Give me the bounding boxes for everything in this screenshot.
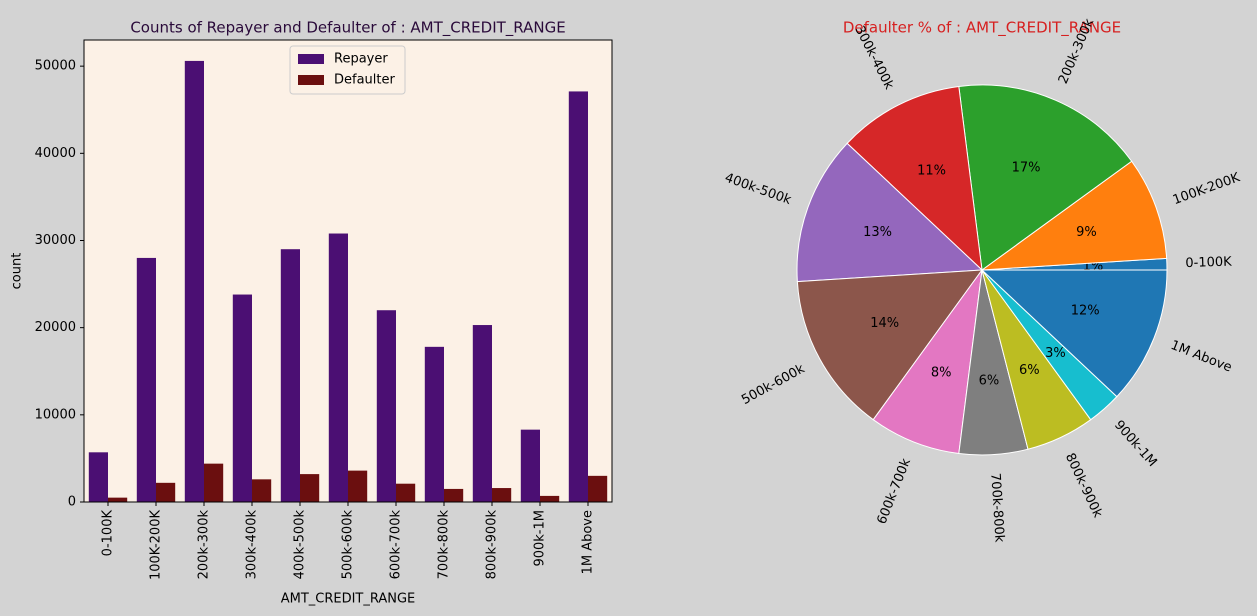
slice-label: 900k-1M [1111,418,1160,470]
x-tick-label: 700k-800k [437,510,452,580]
slice-percent: 14% [870,316,899,331]
x-tick-label: 600k-700k [389,510,404,580]
y-tick-label: 20000 [35,320,76,335]
bar [204,463,224,502]
bar [492,488,512,502]
pie-slice [796,269,984,421]
x-tick-label: 0-100K [101,510,116,557]
slice-percent: 6% [979,373,1000,388]
bar [108,497,128,502]
bar [588,475,608,502]
x-tick-label: 800k-900k [485,510,500,580]
slice-label: 600k-700k [875,456,915,526]
x-tick-label: 1M Above [581,510,596,574]
x-tick-label: 400k-500k [293,510,308,580]
y-tick-label: 0 [68,495,76,510]
pie-slice [980,160,1168,271]
x-tick-label: 300k-400k [245,510,260,580]
bar [328,233,348,503]
bar [540,495,560,502]
y-tick-label: 50000 [35,59,76,74]
pie-slice [958,84,1133,271]
slice-label: 0-100K [1185,255,1232,271]
bar [568,91,588,503]
pie-slice [796,142,984,283]
chart-title: Counts of Repayer and Defaulter of : AMT… [130,19,565,38]
chart-title: Defaulter % of : AMT_CREDIT_RANGE [843,19,1121,38]
bar [300,474,320,502]
slice-label: 800k-900k [1062,451,1105,521]
legend-swatch [298,75,324,85]
x-tick-label: 900k-1M [533,510,548,567]
slice-percent: 8% [931,366,952,381]
bar [376,310,396,502]
slice-percent: 12% [1071,303,1100,318]
bar [184,60,204,503]
slice-label: 700k-800k [987,473,1006,544]
slice-label: 1M Above [1168,338,1233,376]
slice-percent: 17% [1012,161,1041,176]
bar [520,429,540,502]
slice-label: 400k-500k [723,171,794,209]
x-tick-label: 200k-300k [197,510,212,580]
slice-percent: 6% [1019,363,1040,378]
bar [444,488,464,502]
bar [280,249,300,502]
y-tick-label: 30000 [35,233,76,248]
slice-label: 500k-600k [739,361,807,408]
bar [472,325,492,502]
legend-label: Repayer [334,52,388,67]
bar [232,294,252,502]
bar [348,470,368,502]
bar [424,346,444,502]
x-tick-label: 500k-600k [341,510,356,580]
bar [396,483,416,502]
pie-slice [980,269,1168,398]
slice-percent: 13% [863,225,892,240]
y-tick-label: 40000 [35,146,76,161]
slice-percent: 9% [1076,225,1097,240]
legend: Repayer Defaulter [289,45,406,95]
bar [252,479,272,502]
legend-label: Defaulter [334,73,395,88]
y-tick-label: 10000 [35,407,76,422]
legend-swatch [298,54,324,64]
y-axis-title: count [10,253,25,290]
pie-slice [846,85,983,272]
slice-percent: 3% [1045,346,1066,361]
bar [88,452,108,502]
bar [136,257,156,502]
axes-frame [83,39,613,503]
x-axis-title: AMT_CREDIT_RANGE [281,592,416,607]
slice-percent: 11% [917,164,946,179]
x-tick-label: 100K-200K [149,510,164,580]
slice-label: 100K-200K [1171,170,1242,208]
bar [156,482,176,502]
pie-slice [872,269,983,455]
